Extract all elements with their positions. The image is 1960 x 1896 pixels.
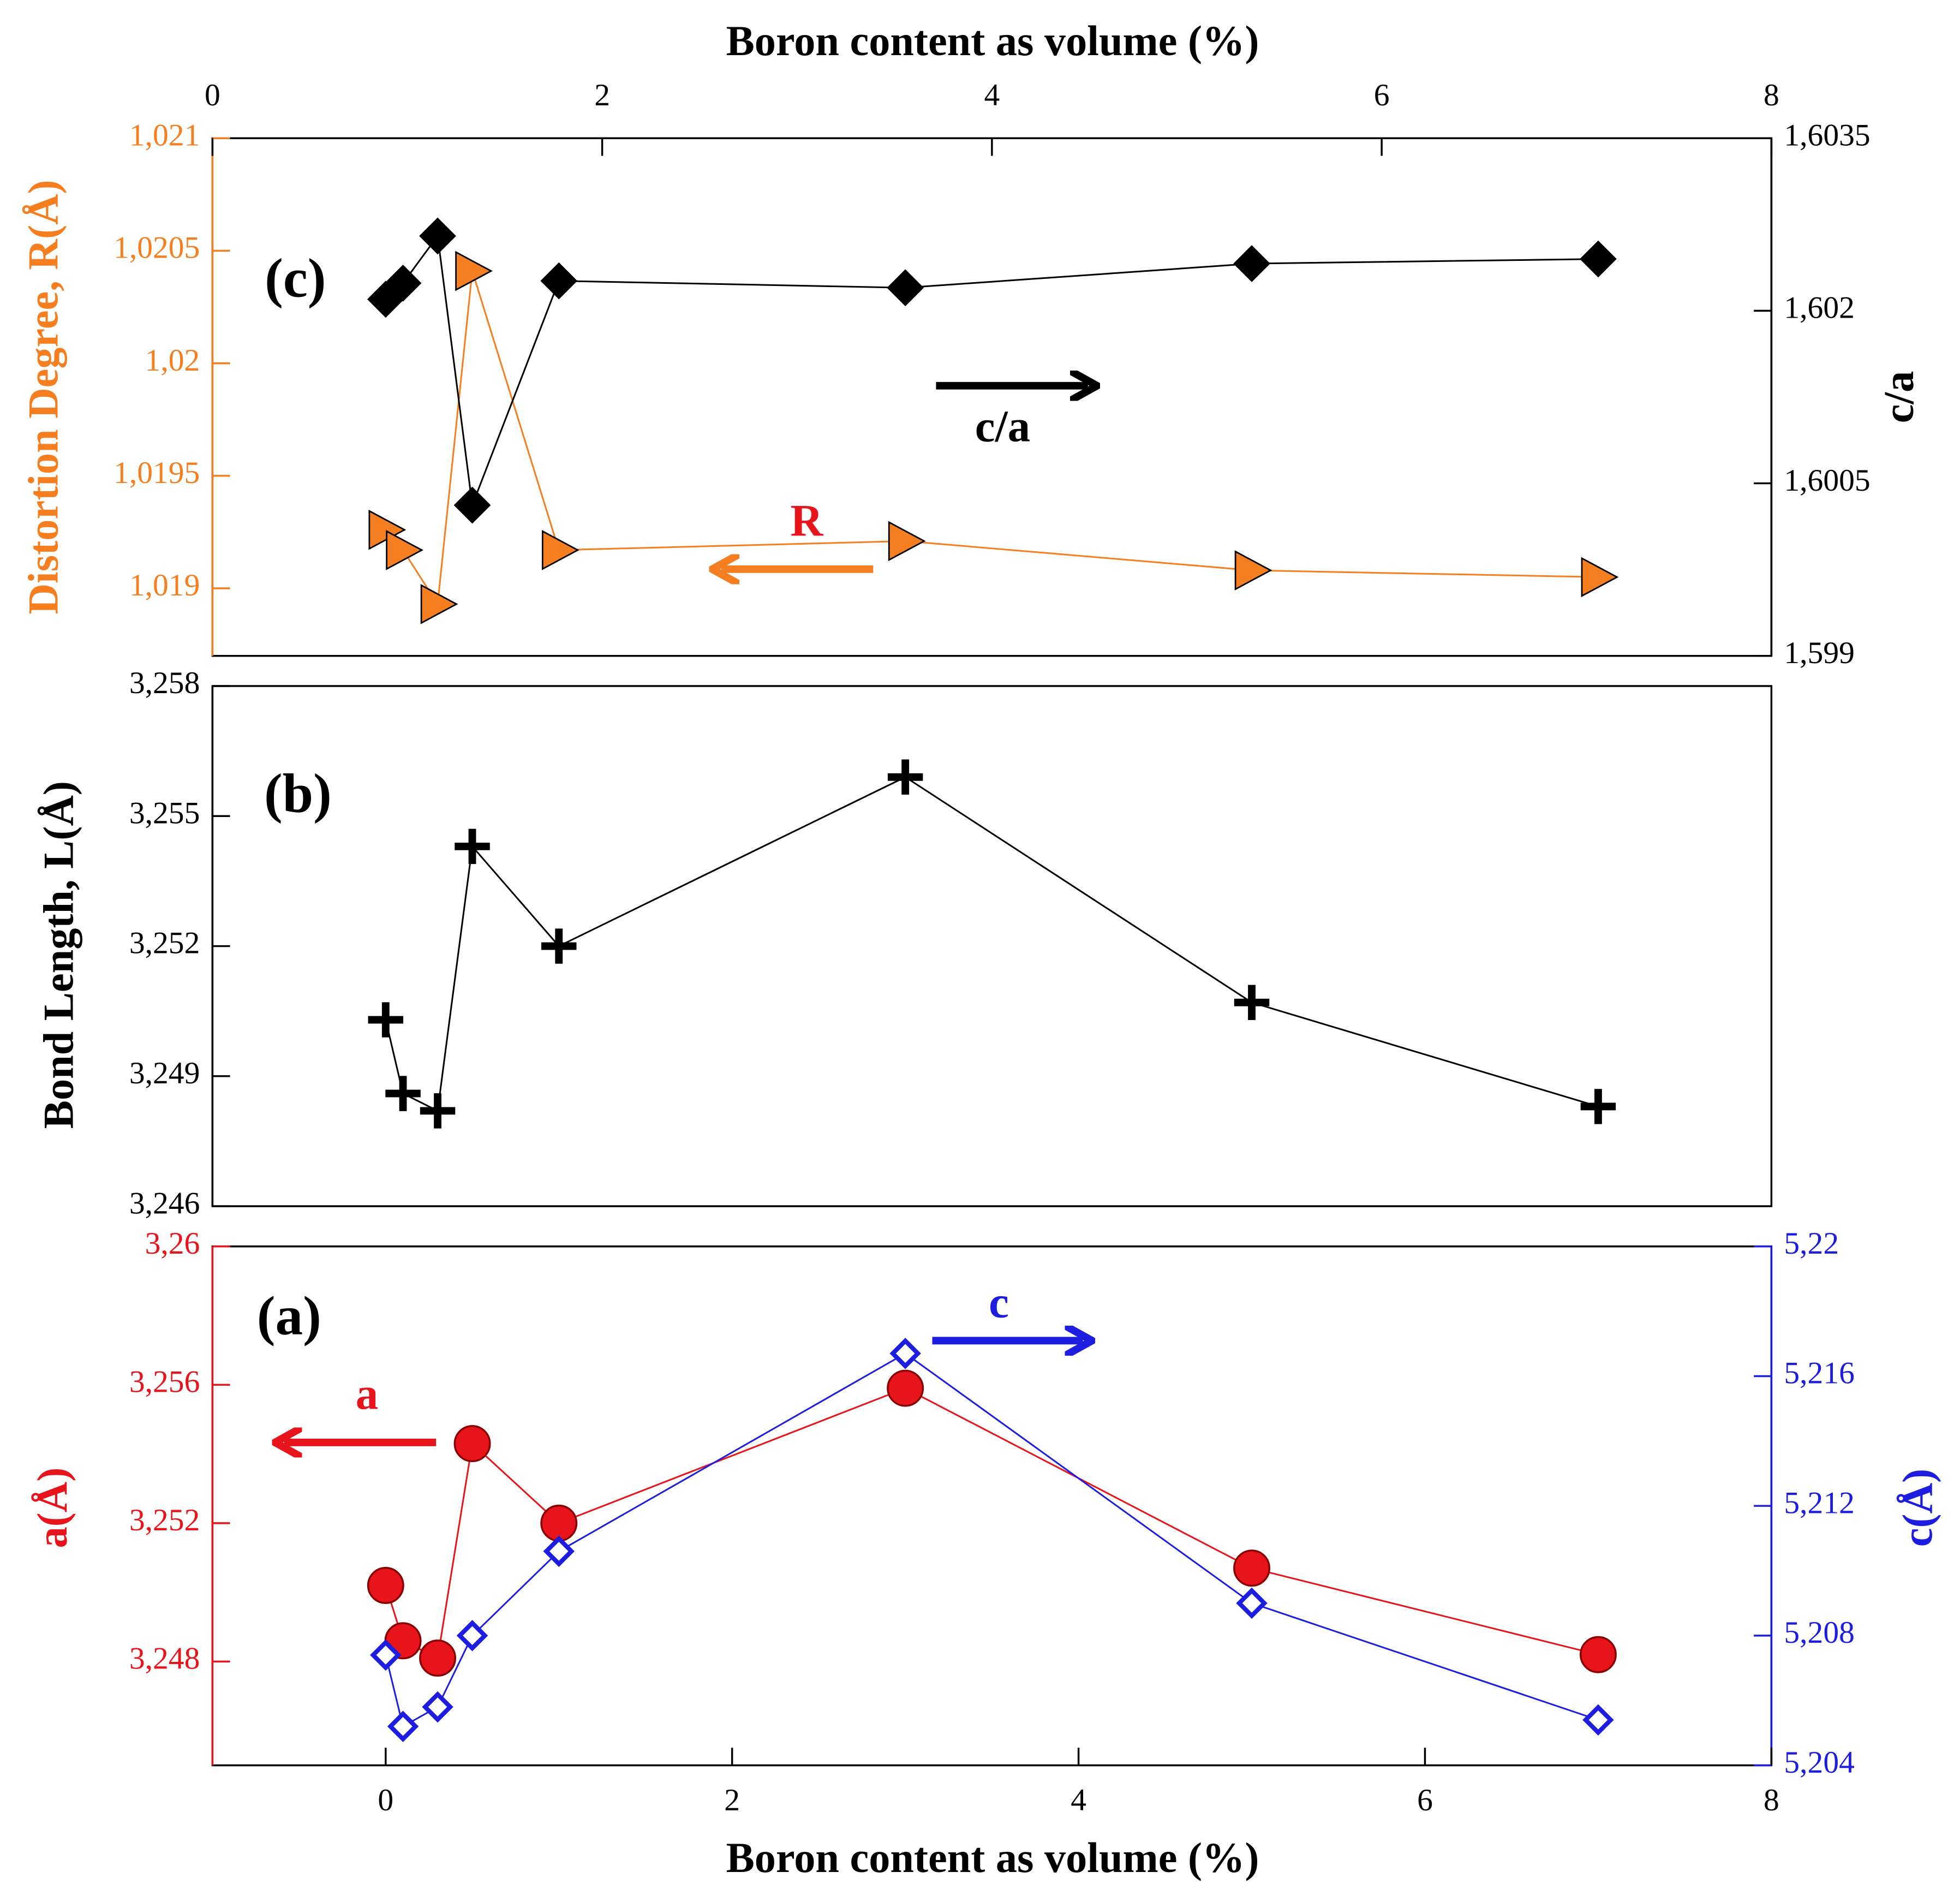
- marker: [1236, 1587, 1268, 1619]
- annotation: c: [989, 1277, 1009, 1327]
- annotation: a: [356, 1368, 378, 1418]
- y-tick-label: 3,258: [129, 666, 200, 700]
- marker: [455, 251, 493, 291]
- y2-tick-label: 5,216: [1784, 1356, 1854, 1391]
- marker: [367, 1567, 404, 1604]
- y-tick-label: 3,249: [129, 1056, 200, 1090]
- marker: [1234, 550, 1272, 591]
- y-tick-label: 3,255: [129, 796, 200, 830]
- marker: [543, 1535, 575, 1567]
- y2-tick-label: 5,22: [1784, 1226, 1839, 1261]
- marker: [419, 217, 456, 255]
- x-tick-label: 6: [1417, 1783, 1433, 1817]
- y2-label: c/a: [1875, 371, 1922, 424]
- marker: [887, 1369, 924, 1407]
- marker: [887, 269, 924, 307]
- marker: [1233, 245, 1270, 282]
- x-label: Boron content as volume (%): [726, 1834, 1259, 1881]
- y2-tick-label: 5,204: [1784, 1745, 1854, 1780]
- panel-label: (b): [264, 762, 332, 824]
- x2-tick-label: 0: [205, 78, 220, 112]
- y2-tick-label: 1,602: [1784, 291, 1854, 325]
- marker: [420, 584, 458, 624]
- y2-tick-label: 5,212: [1784, 1486, 1854, 1520]
- y-tick-label: 1,019: [129, 568, 200, 603]
- y-tick-label: 1,02: [145, 343, 200, 378]
- x2-tick-label: 4: [984, 78, 1000, 112]
- y-tick-label: 1,0205: [113, 231, 200, 265]
- y-label: Distortion Degree, R(Å): [20, 180, 67, 614]
- annotation: c/a: [975, 401, 1030, 451]
- panel-label: (a): [257, 1285, 321, 1346]
- panel-label: (c): [265, 248, 326, 309]
- series-line: [385, 271, 1598, 607]
- top-x-label: Boron content as volume (%): [726, 17, 1259, 64]
- marker: [419, 1639, 457, 1677]
- marker: [1582, 1704, 1614, 1736]
- marker: [540, 262, 578, 300]
- y-tick-label: 3,26: [145, 1226, 200, 1261]
- marker: [889, 1338, 921, 1369]
- marker: [888, 521, 926, 562]
- y2-tick-label: 1,6035: [1784, 118, 1870, 152]
- marker: [1233, 1549, 1270, 1587]
- annotation: R: [790, 495, 823, 545]
- x-tick-label: 8: [1764, 1783, 1779, 1817]
- marker: [541, 530, 579, 570]
- marker: [1234, 985, 1270, 1021]
- y2-tick-label: 5,208: [1784, 1615, 1854, 1650]
- y2-tick-label: 1,6005: [1784, 463, 1870, 498]
- x2-tick-label: 6: [1374, 78, 1390, 112]
- plot-frame: [211, 685, 1773, 1207]
- marker: [540, 1504, 578, 1542]
- y-tick-label: 3,252: [129, 926, 200, 961]
- y-tick-label: 3,256: [129, 1365, 200, 1399]
- y2-tick-label: 1,599: [1784, 636, 1854, 670]
- marker: [1580, 1089, 1616, 1124]
- x-tick-label: 4: [1071, 1783, 1086, 1817]
- x2-tick-label: 8: [1764, 78, 1779, 112]
- x2-tick-label: 2: [594, 78, 610, 112]
- y-label: a(Å): [28, 1468, 76, 1548]
- marker: [387, 1710, 419, 1742]
- marker: [1581, 557, 1619, 598]
- x-tick-label: 0: [378, 1783, 393, 1817]
- y-tick-label: 3,248: [129, 1642, 200, 1676]
- marker: [887, 759, 923, 795]
- y-tick-label: 1,021: [129, 118, 200, 152]
- marker: [541, 928, 577, 964]
- marker: [368, 1002, 404, 1038]
- series-line: [385, 1352, 1599, 1728]
- marker: [385, 1076, 421, 1111]
- marker: [453, 1425, 491, 1463]
- y-tick-label: 3,246: [129, 1186, 200, 1220]
- marker: [1580, 240, 1617, 278]
- marker: [422, 1691, 453, 1723]
- marker: [420, 1093, 456, 1129]
- plot-frame: [211, 137, 1773, 657]
- marker: [455, 828, 490, 864]
- marker: [1579, 1636, 1617, 1673]
- y2-label: c(Å): [1894, 1469, 1941, 1547]
- marker: [370, 1639, 402, 1671]
- marker: [453, 486, 491, 524]
- y-tick-label: 1,0195: [113, 456, 200, 490]
- marker: [384, 264, 422, 302]
- y-tick-label: 3,252: [129, 1503, 200, 1537]
- x-tick-label: 2: [724, 1783, 740, 1817]
- marker: [456, 1620, 488, 1651]
- marker: [386, 530, 424, 570]
- y-label: Bond Length, L(Å): [34, 781, 82, 1129]
